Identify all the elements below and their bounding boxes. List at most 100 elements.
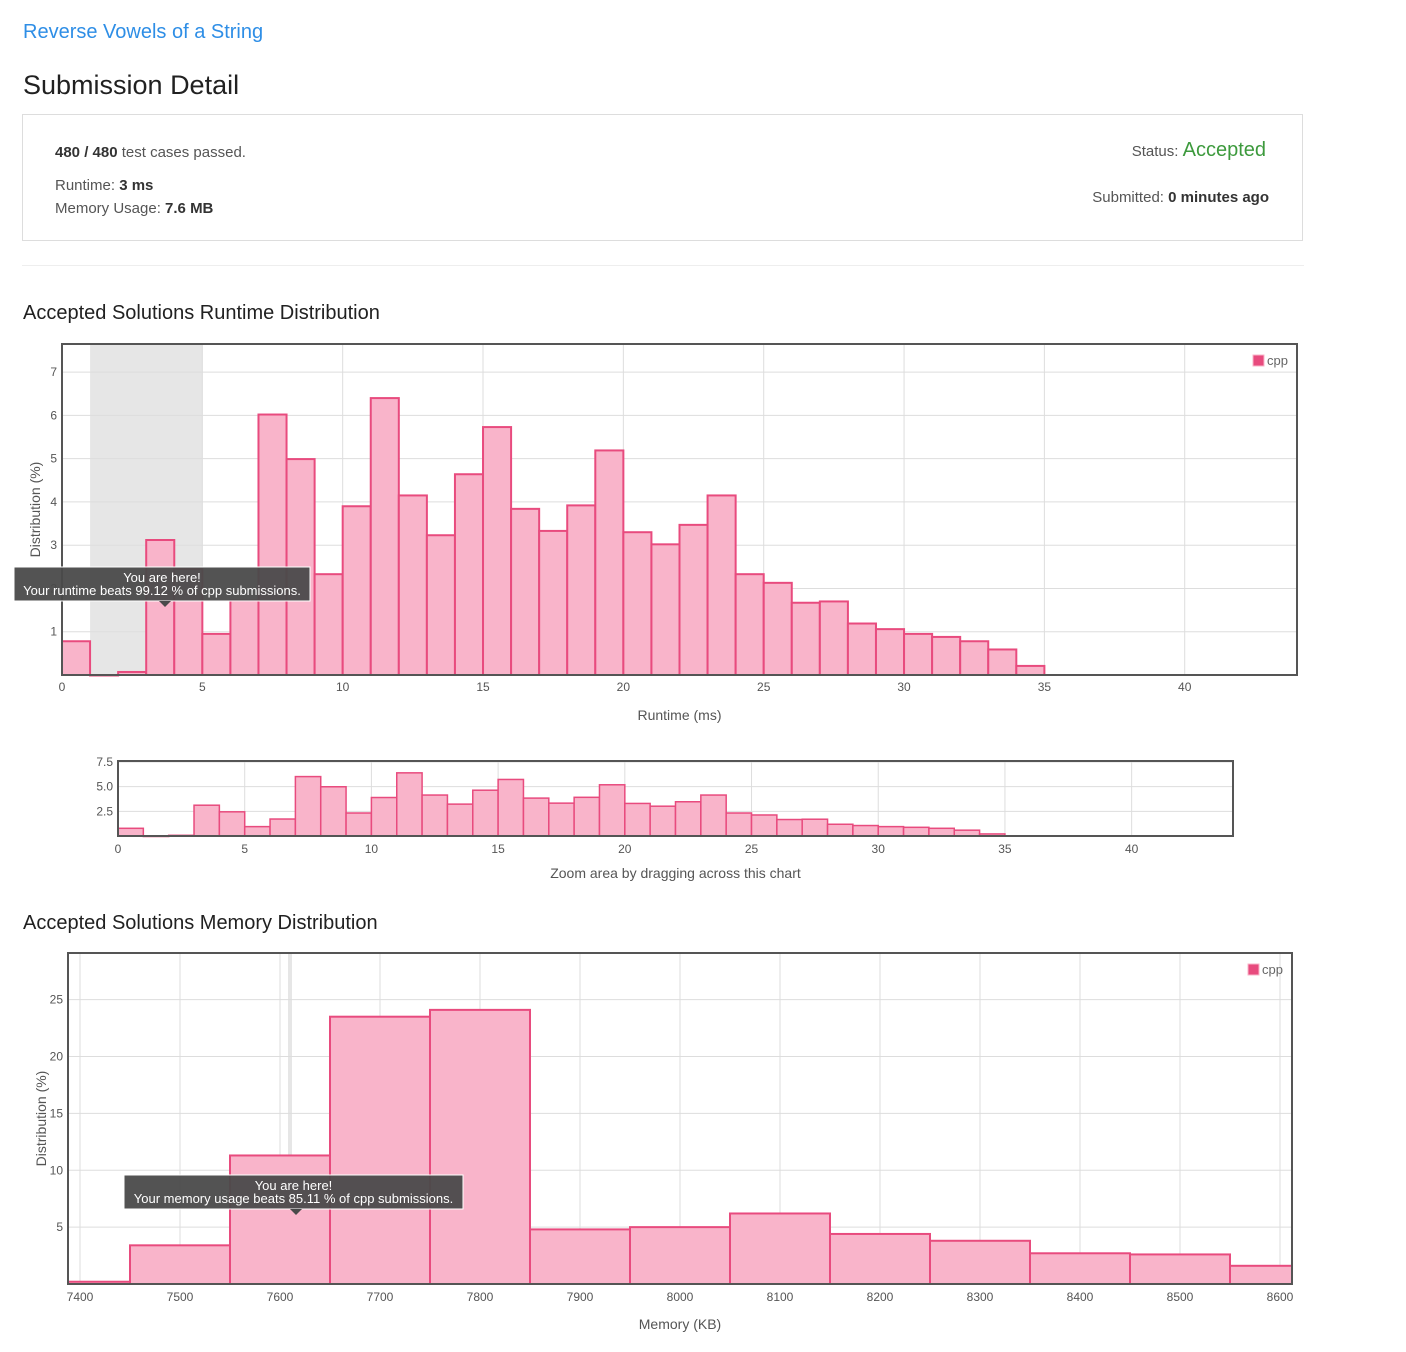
zoom-xtick-label: 15 <box>491 842 505 856</box>
runtime-bar[interactable] <box>510 507 541 676</box>
zoom-bar[interactable] <box>269 818 297 837</box>
memory-xtick-label: 8400 <box>1067 1290 1094 1304</box>
runtime-bar[interactable] <box>313 573 344 676</box>
zoom-bar[interactable] <box>674 801 702 837</box>
runtime-bar[interactable] <box>987 648 1018 677</box>
zoom-bar[interactable] <box>294 775 322 837</box>
tooltip-text: Your runtime beats 99.12 % of cpp submis… <box>23 583 301 598</box>
zoom-bar[interactable] <box>725 812 753 837</box>
runtime-bar[interactable] <box>818 600 849 677</box>
memory-chart[interactable]: 7400 7500 7600 7700 7800 7900 8000 8100 8200 8300… <box>33 952 1294 1332</box>
zoom-bar[interactable] <box>243 825 271 837</box>
runtime-bar[interactable] <box>453 473 485 676</box>
runtime-xtick-label: 15 <box>476 680 490 694</box>
zoom-bar[interactable] <box>573 796 601 837</box>
zoom-bar[interactable] <box>396 772 423 837</box>
zoom-bar[interactable] <box>826 823 854 837</box>
memory-bar[interactable] <box>329 1015 431 1285</box>
runtime-bar[interactable] <box>650 543 681 676</box>
zoom-bar[interactable] <box>446 803 474 837</box>
runtime-bar[interactable] <box>397 494 428 676</box>
memory-xtick-label: 8300 <box>967 1290 994 1304</box>
zoom-bar[interactable] <box>877 825 905 837</box>
problem-title-link[interactable]: Reverse Vowels of a String <box>23 21 264 43</box>
runtime-bar[interactable] <box>874 628 906 676</box>
tooltip-pointer-icon <box>290 1209 302 1215</box>
memory-bar[interactable] <box>729 1212 831 1285</box>
zoom-xtick-label: 0 <box>115 842 122 856</box>
zoom-bar[interactable] <box>624 802 651 837</box>
runtime-bar[interactable] <box>1015 664 1046 676</box>
passed-suffix: test cases passed. <box>121 144 246 161</box>
runtime-bar[interactable] <box>622 531 653 677</box>
zoom-ytick-label: 2.5 <box>96 804 113 818</box>
runtime-bar[interactable] <box>538 529 569 677</box>
runtime-bar[interactable] <box>903 632 934 677</box>
runtime-bar[interactable] <box>790 601 821 677</box>
zoom-bar[interactable] <box>750 814 778 837</box>
zoom-bar[interactable] <box>117 827 145 837</box>
memory-xtick-label: 7800 <box>467 1290 494 1304</box>
zoom-bar[interactable] <box>598 784 626 837</box>
runtime-legend[interactable]: cpp <box>1252 353 1288 368</box>
runtime-chart[interactable]: 05101520253035401234567Runtime (ms)Distr… <box>13 343 1298 723</box>
zoom-bar[interactable] <box>522 797 550 837</box>
runtime-bar[interactable] <box>229 599 260 677</box>
zoom-bar[interactable] <box>928 827 956 837</box>
memory-bar[interactable] <box>929 1239 1031 1285</box>
zoom-bar[interactable] <box>548 802 575 837</box>
runtime-bar[interactable] <box>201 632 232 677</box>
memory-legend[interactable]: cpp <box>1247 962 1283 977</box>
tooltip-box <box>123 1174 464 1210</box>
zoom-bar[interactable] <box>370 796 398 837</box>
runtime-bar[interactable] <box>846 622 877 676</box>
zoom-bar[interactable] <box>319 786 347 837</box>
zoom-bar[interactable] <box>852 824 879 837</box>
runtime-bar[interactable] <box>341 505 372 677</box>
runtime-bar[interactable] <box>678 523 709 676</box>
zoom-chart[interactable]: 0 5 10 15 20 25 30 35 40 2.5 5.0 7.5 Zoom area by dr… <box>96 755 1234 881</box>
memory-bar[interactable] <box>1129 1253 1231 1286</box>
memory-ytick-label: 25 <box>50 993 64 1007</box>
zoom-bar[interactable] <box>345 812 373 837</box>
memory-xtick-label: 8600 <box>1267 1290 1294 1304</box>
legend-label: cpp <box>1267 353 1288 368</box>
runtime-bar[interactable] <box>734 573 765 676</box>
memory-bar[interactable] <box>1229 1264 1293 1285</box>
runtime-bar[interactable] <box>61 640 92 676</box>
runtime-bar[interactable] <box>145 539 176 676</box>
submitted-label: Submitted: <box>1092 189 1164 206</box>
zoom-bar[interactable] <box>472 789 499 837</box>
runtime-bar[interactable] <box>931 635 962 677</box>
zoom-bar[interactable] <box>218 811 246 837</box>
runtime-bar[interactable] <box>482 426 513 677</box>
zoom-bar[interactable] <box>497 778 525 837</box>
memory-bar[interactable] <box>629 1226 731 1286</box>
zoom-bar[interactable] <box>649 805 677 837</box>
zoom-bar[interactable] <box>902 826 930 837</box>
runtime-bar[interactable] <box>566 504 597 677</box>
divider <box>22 265 1304 266</box>
runtime-bar[interactable] <box>594 449 625 676</box>
runtime-bar[interactable] <box>706 494 737 676</box>
status-line: Status: Accepted <box>1132 139 1266 162</box>
runtime-bar[interactable] <box>959 640 990 676</box>
memory-bar[interactable] <box>529 1228 631 1286</box>
memory-bar[interactable] <box>1029 1252 1131 1286</box>
memory-line: Memory Usage: 7.6 MB <box>55 200 213 217</box>
memory-bar[interactable] <box>429 1008 531 1285</box>
runtime-xtick-label: 0 <box>59 680 66 694</box>
zoom-bar[interactable] <box>700 794 727 837</box>
runtime-bar[interactable] <box>257 413 288 676</box>
zoom-bar[interactable] <box>776 818 803 837</box>
memory-bar[interactable] <box>129 1244 231 1285</box>
memory-bar[interactable] <box>829 1232 931 1286</box>
zoom-bar[interactable] <box>421 794 449 837</box>
runtime-bar[interactable] <box>369 397 400 676</box>
zoom-bar[interactable] <box>193 804 221 837</box>
runtime-bar[interactable] <box>425 534 456 676</box>
runtime-bar[interactable] <box>762 581 793 677</box>
zoom-xtick-label: 5 <box>241 842 248 856</box>
zoom-bar[interactable] <box>801 818 829 837</box>
